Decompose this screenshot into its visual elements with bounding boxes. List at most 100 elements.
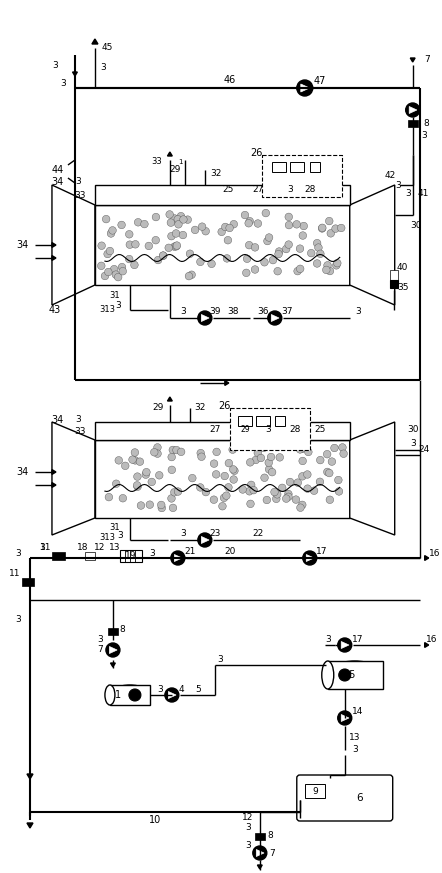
- Circle shape: [246, 487, 253, 495]
- Text: 3: 3: [115, 300, 121, 310]
- Text: 7: 7: [424, 56, 430, 65]
- Circle shape: [115, 457, 122, 464]
- Text: 16: 16: [429, 548, 440, 558]
- Circle shape: [220, 494, 228, 502]
- Text: 3: 3: [355, 306, 361, 315]
- Circle shape: [103, 216, 110, 223]
- Circle shape: [129, 689, 141, 701]
- Circle shape: [136, 457, 144, 465]
- Circle shape: [112, 271, 120, 278]
- Polygon shape: [256, 849, 264, 856]
- Circle shape: [239, 485, 247, 493]
- Circle shape: [197, 450, 205, 457]
- Circle shape: [202, 488, 210, 496]
- Bar: [22, 578, 34, 586]
- Text: 23: 23: [209, 528, 221, 538]
- Text: 3: 3: [395, 181, 400, 189]
- Circle shape: [168, 466, 175, 474]
- Ellipse shape: [110, 685, 150, 705]
- Polygon shape: [175, 554, 182, 561]
- Circle shape: [282, 245, 290, 253]
- Circle shape: [150, 449, 158, 456]
- Circle shape: [337, 224, 345, 231]
- Text: 34: 34: [51, 415, 63, 425]
- Circle shape: [168, 453, 175, 461]
- Text: 26: 26: [219, 401, 231, 411]
- Polygon shape: [92, 39, 98, 44]
- Polygon shape: [202, 537, 209, 544]
- Bar: [310, 162, 320, 172]
- Circle shape: [324, 468, 331, 476]
- Circle shape: [133, 473, 141, 480]
- Circle shape: [141, 220, 148, 228]
- Circle shape: [325, 470, 333, 477]
- Circle shape: [285, 493, 292, 500]
- Text: 5: 5: [195, 684, 201, 693]
- Circle shape: [179, 231, 187, 239]
- Circle shape: [260, 444, 267, 451]
- Circle shape: [223, 491, 230, 499]
- Polygon shape: [410, 58, 415, 62]
- Circle shape: [171, 551, 185, 565]
- Circle shape: [261, 474, 268, 482]
- Circle shape: [177, 212, 185, 220]
- Circle shape: [294, 478, 301, 486]
- Text: 13: 13: [109, 544, 121, 553]
- Circle shape: [106, 247, 114, 255]
- Circle shape: [156, 471, 163, 479]
- Text: 29: 29: [169, 166, 181, 175]
- Circle shape: [126, 230, 133, 238]
- Circle shape: [225, 484, 232, 491]
- Circle shape: [223, 255, 231, 262]
- Circle shape: [172, 243, 180, 251]
- Circle shape: [299, 472, 306, 480]
- Text: 12: 12: [242, 814, 254, 822]
- Text: 3: 3: [217, 655, 223, 663]
- Circle shape: [131, 261, 138, 269]
- Text: 3: 3: [180, 306, 186, 315]
- Circle shape: [118, 221, 126, 229]
- Circle shape: [198, 311, 212, 325]
- Text: 46: 46: [224, 75, 236, 85]
- Bar: [390, 270, 398, 280]
- Bar: [262, 155, 342, 197]
- Circle shape: [167, 219, 175, 226]
- Circle shape: [265, 459, 273, 466]
- Text: 3: 3: [265, 425, 271, 435]
- Circle shape: [248, 481, 255, 489]
- Circle shape: [268, 311, 282, 325]
- Circle shape: [159, 251, 167, 259]
- Circle shape: [326, 267, 334, 275]
- Circle shape: [335, 488, 343, 495]
- Text: 32: 32: [210, 168, 221, 177]
- Text: 8: 8: [267, 831, 273, 841]
- Circle shape: [316, 478, 324, 485]
- Circle shape: [245, 241, 253, 249]
- Circle shape: [338, 638, 352, 652]
- Polygon shape: [52, 256, 56, 260]
- Text: 34: 34: [16, 240, 28, 250]
- Circle shape: [271, 488, 278, 496]
- Circle shape: [213, 448, 221, 456]
- Circle shape: [225, 459, 232, 467]
- Circle shape: [160, 252, 167, 259]
- Circle shape: [275, 248, 283, 255]
- Text: 43: 43: [49, 305, 61, 315]
- Text: 3: 3: [15, 615, 21, 624]
- Circle shape: [171, 489, 178, 496]
- Text: 26: 26: [251, 148, 263, 158]
- Bar: [238, 416, 252, 426]
- Circle shape: [173, 446, 180, 454]
- Circle shape: [230, 476, 237, 484]
- Text: 19: 19: [125, 552, 137, 560]
- Circle shape: [202, 228, 210, 235]
- Text: 4: 4: [179, 684, 185, 693]
- Circle shape: [122, 462, 129, 470]
- Circle shape: [332, 262, 340, 269]
- Circle shape: [315, 244, 322, 251]
- Circle shape: [112, 480, 120, 487]
- Text: 3: 3: [245, 841, 251, 849]
- Text: 3: 3: [60, 79, 66, 87]
- Circle shape: [172, 230, 180, 237]
- Circle shape: [157, 501, 165, 509]
